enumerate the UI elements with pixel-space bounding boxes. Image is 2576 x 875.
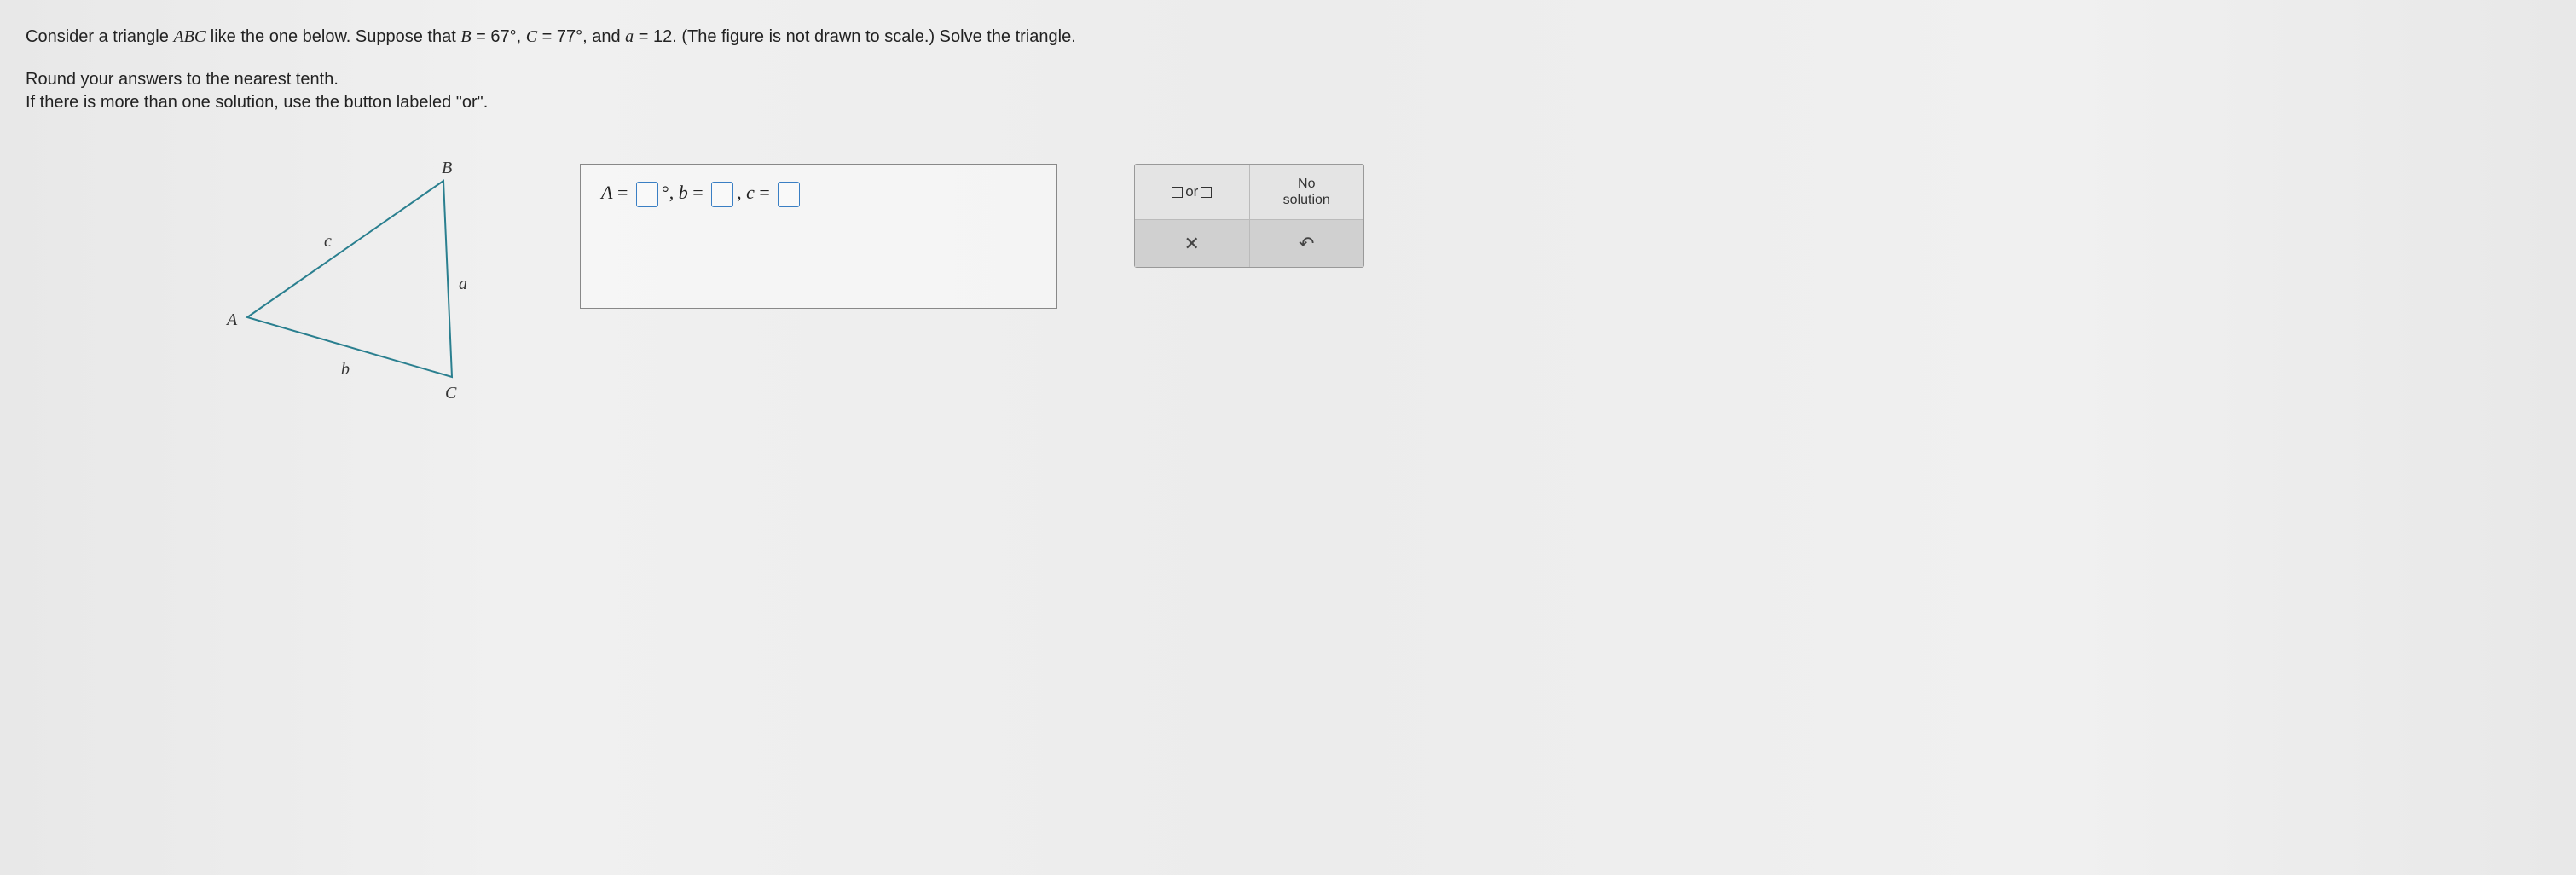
- text: . (The figure is not drawn to scale.) So…: [672, 27, 1076, 46]
- side-label-b: b: [341, 360, 350, 380]
- problem-line-2: Round your answers to the nearest tenth.: [26, 70, 2550, 90]
- clear-button[interactable]: ✕: [1135, 220, 1250, 267]
- sep: ,: [737, 182, 746, 203]
- or-label: or: [1185, 183, 1198, 200]
- side-label-c: c: [324, 232, 332, 252]
- sep: ,: [669, 182, 679, 203]
- content-row: A B C a b c A = °, b = , c = or No solut…: [26, 164, 2550, 420]
- input-c[interactable]: [778, 182, 800, 207]
- undo-icon: ↶: [1299, 233, 1314, 255]
- square-icon: [1172, 187, 1183, 198]
- eq: =: [755, 182, 774, 203]
- or-button[interactable]: or: [1135, 165, 1250, 219]
- no-solution-label: No solution: [1283, 176, 1330, 208]
- problem-line-1: Consider a triangle ABC like the one bel…: [26, 24, 2550, 49]
- ans-A: A: [601, 182, 612, 203]
- text: like the one below. Suppose that: [206, 27, 460, 46]
- eq: =: [688, 182, 708, 203]
- val-B: 67°: [490, 27, 516, 46]
- square-icon: [1201, 187, 1212, 198]
- answer-box: A = °, b = , c =: [580, 164, 1057, 309]
- vertex-label-B: B: [442, 159, 452, 178]
- eq: =: [612, 182, 632, 203]
- nosol-l1: No: [1298, 177, 1315, 191]
- eq: =: [537, 27, 557, 46]
- input-b[interactable]: [711, 182, 733, 207]
- triangle-shape: [247, 181, 452, 377]
- var-a: a: [625, 27, 634, 46]
- triangle-name: ABC: [173, 27, 206, 46]
- nosol-l2: solution: [1283, 193, 1330, 207]
- close-icon: ✕: [1184, 233, 1200, 255]
- answer-expression: A = °, b = , c =: [601, 182, 803, 207]
- input-A[interactable]: [636, 182, 658, 207]
- eq: =: [472, 27, 491, 46]
- val-C: 77°: [557, 27, 582, 46]
- panel-row-1: or No solution: [1135, 165, 1363, 219]
- var-B: B: [460, 27, 471, 46]
- side-panel: or No solution ✕ ↶: [1134, 164, 1364, 268]
- eq: =: [634, 27, 653, 46]
- val-a: 12: [653, 27, 672, 46]
- no-solution-button[interactable]: No solution: [1250, 165, 1364, 219]
- sep: , and: [582, 27, 625, 46]
- deg: °: [662, 182, 669, 203]
- text: Consider a triangle: [26, 27, 173, 46]
- problem-line-3: If there is more than one solution, use …: [26, 93, 2550, 113]
- vertex-label-C: C: [445, 384, 456, 403]
- triangle-figure: A B C a b c: [222, 164, 529, 420]
- var-C: C: [526, 27, 537, 46]
- panel-row-2: ✕ ↶: [1135, 219, 1363, 267]
- side-label-a: a: [459, 275, 467, 294]
- sep: ,: [517, 27, 526, 46]
- ans-c: c: [746, 182, 755, 203]
- undo-button[interactable]: ↶: [1250, 220, 1364, 267]
- vertex-label-A: A: [227, 310, 237, 330]
- ans-b: b: [679, 182, 688, 203]
